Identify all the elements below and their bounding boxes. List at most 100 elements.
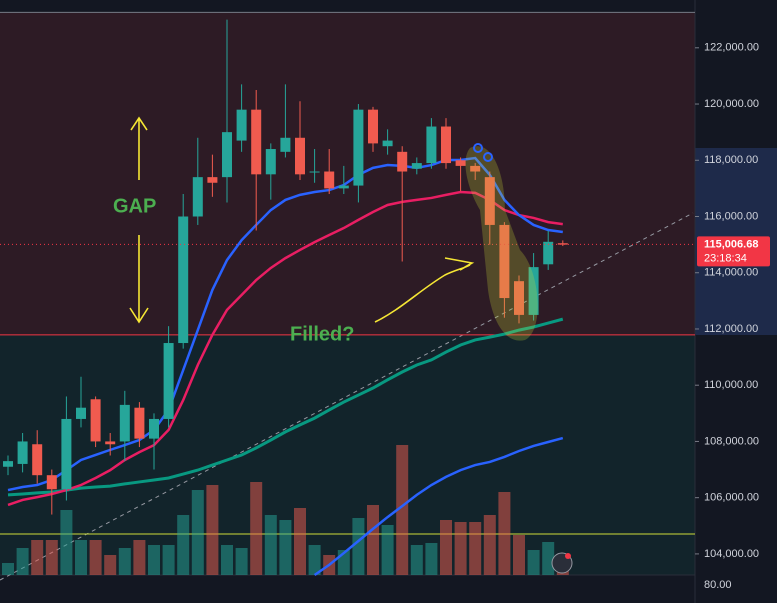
volume-bar — [104, 555, 117, 575]
candle-body — [265, 149, 276, 175]
candle-body — [426, 126, 437, 164]
trendline — [0, 212, 694, 581]
last-price: 115,006.68 — [704, 238, 758, 250]
candle-body — [76, 407, 86, 419]
volume-bar — [191, 490, 204, 575]
highlight-brush — [465, 146, 538, 341]
volume-bar — [542, 542, 555, 575]
gap-zone — [0, 13, 695, 335]
volume-bar — [162, 545, 175, 575]
candle-body — [32, 444, 43, 476]
alert-dot — [565, 553, 571, 559]
volume-bar — [2, 563, 14, 575]
candle-body — [3, 461, 13, 467]
candle-body — [163, 343, 174, 419]
plot-background — [0, 0, 695, 603]
volume-bar — [367, 505, 379, 575]
volume-bar — [89, 540, 102, 575]
volume-bar — [440, 520, 452, 575]
candle-body — [338, 185, 349, 189]
volume-bar — [75, 540, 87, 575]
lower-axis-label: 80.00 — [704, 579, 732, 591]
candle-body — [134, 407, 145, 439]
volume-bar — [410, 545, 423, 575]
volume-bar — [454, 522, 467, 575]
volume-bar — [513, 535, 525, 575]
marker — [483, 152, 493, 162]
candle-body — [455, 160, 466, 166]
annotation: Filled? — [290, 323, 354, 345]
volume-bar — [498, 492, 511, 575]
volume-bar — [133, 540, 146, 575]
y-tick-label: 114,000.00 — [704, 267, 758, 279]
candle-body — [90, 399, 101, 442]
candle-body — [441, 126, 451, 164]
candle-body — [119, 404, 130, 442]
arrow-down — [129, 235, 149, 324]
marker — [473, 143, 483, 153]
volume-bar — [483, 515, 496, 575]
moving-average — [313, 436, 564, 577]
y-tick-label: 122,000.00 — [704, 42, 759, 54]
candle-body — [149, 418, 159, 439]
volume-bar — [16, 548, 29, 575]
candle-body — [280, 137, 291, 152]
moving-average — [7, 190, 563, 507]
y-tick-label: 116,000.00 — [704, 210, 758, 222]
y-tick-label: 106,000.00 — [704, 492, 759, 504]
candle-body — [222, 132, 232, 178]
volume-bar — [527, 550, 540, 575]
candle-body — [61, 418, 72, 490]
y-tick-label: 110,000.00 — [704, 379, 758, 391]
volume-bar — [425, 543, 438, 575]
candle-body — [178, 216, 189, 344]
candle-body — [411, 163, 422, 169]
candle-body — [309, 171, 320, 173]
y-tick-label: 108,000.00 — [704, 435, 759, 447]
candle-body — [295, 137, 305, 175]
volume-bar — [308, 545, 321, 575]
volume-bar — [118, 548, 131, 575]
volume-bar — [148, 545, 160, 575]
candle-body — [324, 171, 335, 189]
countdown: 23:18:34 — [704, 252, 747, 264]
candle-body — [557, 243, 568, 245]
candle-body — [353, 109, 364, 186]
candle-body — [397, 151, 408, 172]
candle-body — [543, 241, 554, 265]
candle-body — [192, 177, 203, 217]
volume-bar — [250, 482, 263, 575]
arrow-up — [130, 116, 148, 180]
moving-average — [7, 317, 564, 497]
annotation: GAP — [113, 195, 156, 217]
candle-body — [382, 140, 393, 147]
candle-body — [368, 109, 378, 144]
arrow-filled — [374, 257, 475, 323]
volume-bar — [469, 522, 482, 575]
candle-body — [17, 441, 28, 464]
y-tick-label: 112,000.00 — [704, 323, 758, 335]
volume-bar — [352, 518, 365, 575]
volume-bar — [31, 540, 44, 575]
volume-bar — [235, 548, 248, 575]
candle-body — [236, 109, 247, 141]
volume-bar — [45, 540, 58, 575]
candle-body — [251, 109, 262, 175]
moving-average — [7, 156, 563, 492]
y-tick-label: 120,000.00 — [704, 98, 759, 110]
candle-body — [207, 177, 218, 183]
candle-body — [484, 177, 495, 225]
volume-bar — [221, 545, 233, 575]
candle-body — [528, 267, 539, 315]
price-label-box — [697, 236, 770, 267]
volume-bar — [279, 520, 292, 575]
candle-body — [499, 224, 510, 299]
support-zone — [0, 335, 695, 575]
volume-bar — [264, 515, 277, 575]
volume-bar — [206, 485, 219, 575]
candle-body — [105, 441, 116, 445]
y-tick-label: 104,000.00 — [704, 548, 759, 560]
candle-body — [514, 281, 524, 315]
volume-bar — [294, 508, 306, 575]
